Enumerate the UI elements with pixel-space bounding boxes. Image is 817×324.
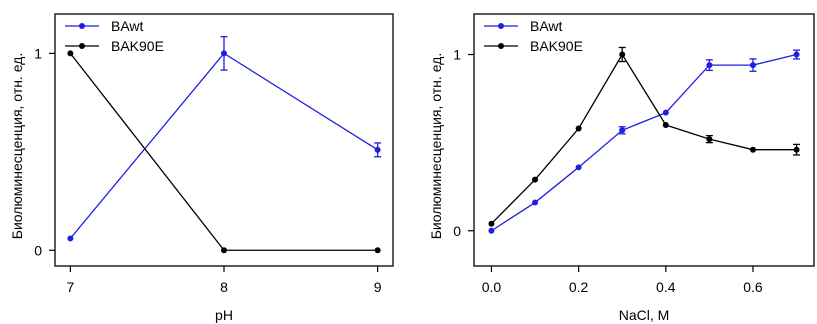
data-point <box>488 227 495 234</box>
y-tick-label: 0 <box>453 223 461 239</box>
data-point <box>749 62 756 69</box>
legend-label: BAwt <box>111 18 144 34</box>
x-tick-label: 8 <box>220 279 228 295</box>
data-point <box>67 50 74 57</box>
legend: BAwt BAK90E <box>484 18 583 54</box>
series-BAK90E <box>488 46 801 227</box>
series-BAK90E <box>67 50 381 254</box>
data-point <box>619 127 626 134</box>
data-point <box>488 220 495 227</box>
y-tick-label: 0 <box>34 242 42 258</box>
data-point <box>706 136 713 143</box>
legend-marker <box>498 43 504 49</box>
x-tick-label: 0.2 <box>569 279 589 295</box>
y-tick-label: 1 <box>453 47 461 63</box>
data-point <box>575 164 582 171</box>
x-tick-label: 0.6 <box>743 279 763 295</box>
legend-label: BAK90E <box>111 38 164 54</box>
data-point <box>221 247 227 254</box>
x-tick-label: 9 <box>374 279 382 295</box>
legend-marker <box>79 23 85 29</box>
x-axis-label: NaCl, M <box>619 307 670 323</box>
legend-label: BAK90E <box>530 38 583 54</box>
data-point <box>793 146 800 153</box>
data-point <box>374 146 381 153</box>
data-point <box>793 51 800 58</box>
data-point <box>532 176 539 183</box>
data-point <box>662 109 669 116</box>
series-BAwt <box>67 35 382 242</box>
x-axis-label: pH <box>215 307 233 323</box>
series-line <box>69 52 378 239</box>
y-axis-label: Биолюминесценция, отн. ед. <box>428 53 444 239</box>
data-point <box>749 146 756 153</box>
x-tick-label: 0.0 <box>482 279 502 295</box>
plot-frame <box>473 13 815 267</box>
chart-panel-2: 0.0 0.2 0.4 0.6 0 1 NaCl, M Биолюминесценция, о… <box>428 13 815 323</box>
series-BAwt <box>488 49 801 234</box>
legend-label: BAwt <box>530 18 563 34</box>
series-line <box>491 53 797 232</box>
data-point <box>575 125 582 132</box>
data-point <box>662 122 669 129</box>
data-point <box>221 50 227 57</box>
legend: BAwt BAK90E <box>65 18 164 54</box>
legend-marker <box>79 43 85 49</box>
data-point <box>619 51 626 58</box>
x-tick-label: 0.4 <box>656 279 676 295</box>
data-point <box>67 235 74 242</box>
y-tick-label: 1 <box>34 45 42 61</box>
data-point <box>706 62 713 69</box>
data-point <box>374 247 381 254</box>
series-line <box>490 53 797 225</box>
series-line <box>69 52 378 251</box>
chart-panel-1: 7 8 9 0 1 pH Биолюминесценция, отн. ед. BAwt BAK… <box>9 13 394 323</box>
data-point <box>532 199 539 206</box>
x-tick-label: 7 <box>66 279 74 295</box>
legend-marker <box>498 23 504 29</box>
y-axis-label: Биолюминесценция, отн. ед. <box>9 53 25 239</box>
